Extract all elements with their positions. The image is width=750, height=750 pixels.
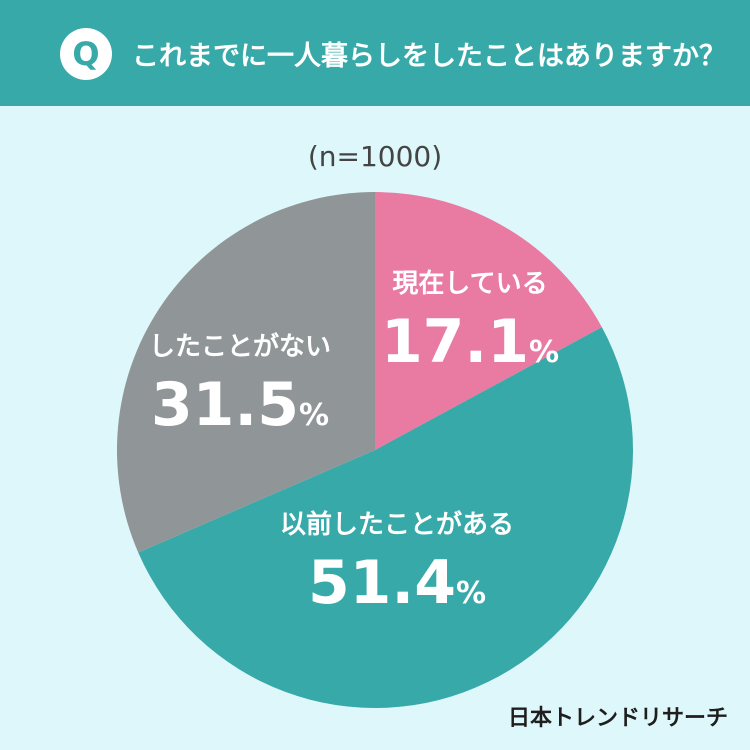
- question-text: これまでに一人暮らしをしたことはありますか？: [132, 41, 726, 72]
- pie-slice-3: [116, 192, 375, 553]
- slice-value-2: 51.4%: [308, 548, 486, 618]
- slice-label-2: 以前したことがある: [280, 509, 514, 540]
- slice-value-1: 17.1%: [381, 307, 559, 377]
- pie-slice-2: [138, 327, 633, 708]
- question-header: Q これまでに一人暮らしをしたことはありますか？: [0, 0, 750, 106]
- sample-size: (n=1000): [307, 140, 443, 173]
- brand-logo: 日本トレンドリサーチ: [507, 706, 728, 731]
- pie-slice-1: [375, 192, 602, 450]
- q-badge: Q: [60, 28, 112, 80]
- slice-value-3: 31.5%: [151, 370, 329, 440]
- slice-label-3: したことがない: [149, 331, 331, 362]
- slice-label-1: 現在している: [392, 269, 547, 299]
